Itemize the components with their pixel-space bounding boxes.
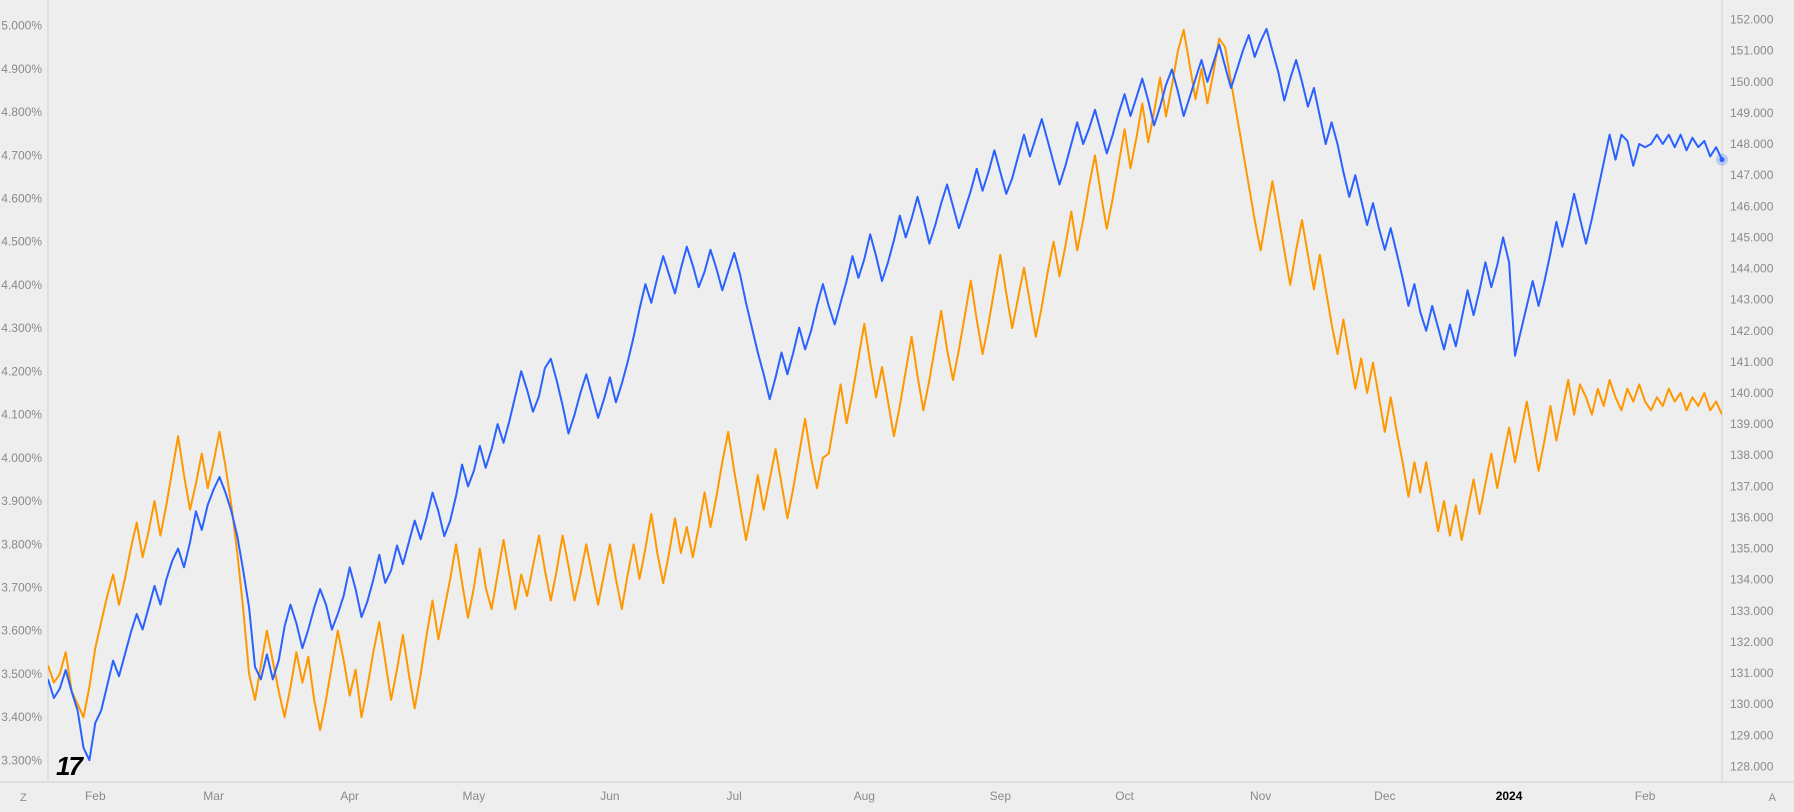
x-axis-tick: Feb <box>85 789 106 803</box>
left-axis-tick: 3.600% <box>1 624 42 638</box>
right-axis-tick: 131.000 <box>1730 666 1774 680</box>
right-axis-tick: 136.000 <box>1730 510 1774 524</box>
left-axis-tick: 4.800% <box>1 105 42 119</box>
left-axis-tick: 3.800% <box>1 537 42 551</box>
left-axis-tick: 4.000% <box>1 451 42 465</box>
right-axis-tick: 144.000 <box>1730 262 1774 276</box>
right-axis-tick: 137.000 <box>1730 479 1774 493</box>
left-axis-tick: 4.200% <box>1 364 42 378</box>
right-axis-tick: 145.000 <box>1730 230 1774 244</box>
right-axis-tick: 151.000 <box>1730 44 1774 58</box>
left-axis-tick: 4.500% <box>1 235 42 249</box>
left-axis-tick: 3.500% <box>1 667 42 681</box>
x-axis-tick: Sep <box>990 789 1012 803</box>
right-axis-tick: 130.000 <box>1730 697 1774 711</box>
right-axis-tick: 152.000 <box>1730 13 1774 27</box>
x-axis-tick: Dec <box>1374 789 1395 803</box>
left-axis-tick: 4.400% <box>1 278 42 292</box>
right-axis-tick: 140.000 <box>1730 386 1774 400</box>
right-axis-tick: 143.000 <box>1730 293 1774 307</box>
left-axis-tick: 4.100% <box>1 408 42 422</box>
right-axis-tick: 134.000 <box>1730 573 1774 587</box>
left-axis-tick: 3.300% <box>1 753 42 767</box>
right-axis-tick: 142.000 <box>1730 324 1774 338</box>
x-axis-tick: Feb <box>1635 789 1656 803</box>
last-point-dot <box>1720 157 1725 162</box>
right-axis-tick: 139.000 <box>1730 417 1774 431</box>
right-axis-tick: 129.000 <box>1730 728 1774 742</box>
chart-root: USDJPY · 1D · FOREX.com SMA US10Y · T <box>0 0 1794 812</box>
right-axis-tick: 133.000 <box>1730 604 1774 618</box>
right-axis-tick: 149.000 <box>1730 106 1774 120</box>
left-axis-tick: 4.900% <box>1 62 42 76</box>
right-axis-tick: 141.000 <box>1730 355 1774 369</box>
x-axis-tick: Apr <box>340 789 359 803</box>
x-axis-tick: Jul <box>726 789 741 803</box>
left-axis-tick: 4.300% <box>1 321 42 335</box>
left-axis-tick: 5.000% <box>1 19 42 33</box>
left-axis-tick: 4.600% <box>1 192 42 206</box>
right-axis-tick: 132.000 <box>1730 635 1774 649</box>
tradingview-logo-icon: 17 <box>56 751 81 782</box>
left-axis-tick: 3.400% <box>1 710 42 724</box>
right-axis-tick: 135.000 <box>1730 542 1774 556</box>
x-axis-tick: Nov <box>1250 789 1271 803</box>
chart-svg[interactable]: 3.300% 3.400% 3.500% 3.600% 3.700% 3.800% 3.90… <box>0 0 1794 812</box>
left-axis-tick: 3.900% <box>1 494 42 508</box>
right-axis-tick: 128.000 <box>1730 759 1774 773</box>
bottom-right-corner-label[interactable]: A <box>1769 792 1776 804</box>
x-axis-tick: Aug <box>854 789 875 803</box>
x-axis-tick: Jun <box>600 789 619 803</box>
right-axis-tick: 146.000 <box>1730 199 1774 213</box>
left-axis-tick: 3.700% <box>1 581 42 595</box>
right-axis-tick: 138.000 <box>1730 448 1774 462</box>
right-axis-tick: 150.000 <box>1730 75 1774 89</box>
x-axis-tick: Oct <box>1115 789 1134 803</box>
right-axis-tick: 148.000 <box>1730 137 1774 151</box>
x-axis-tick: May <box>463 789 486 803</box>
left-axis-tick: 4.700% <box>1 148 42 162</box>
bottom-left-corner-label[interactable]: Z <box>20 792 27 804</box>
x-axis-tick: 2024 <box>1496 789 1523 803</box>
x-axis-tick: Mar <box>203 789 224 803</box>
right-axis-tick: 147.000 <box>1730 168 1774 182</box>
